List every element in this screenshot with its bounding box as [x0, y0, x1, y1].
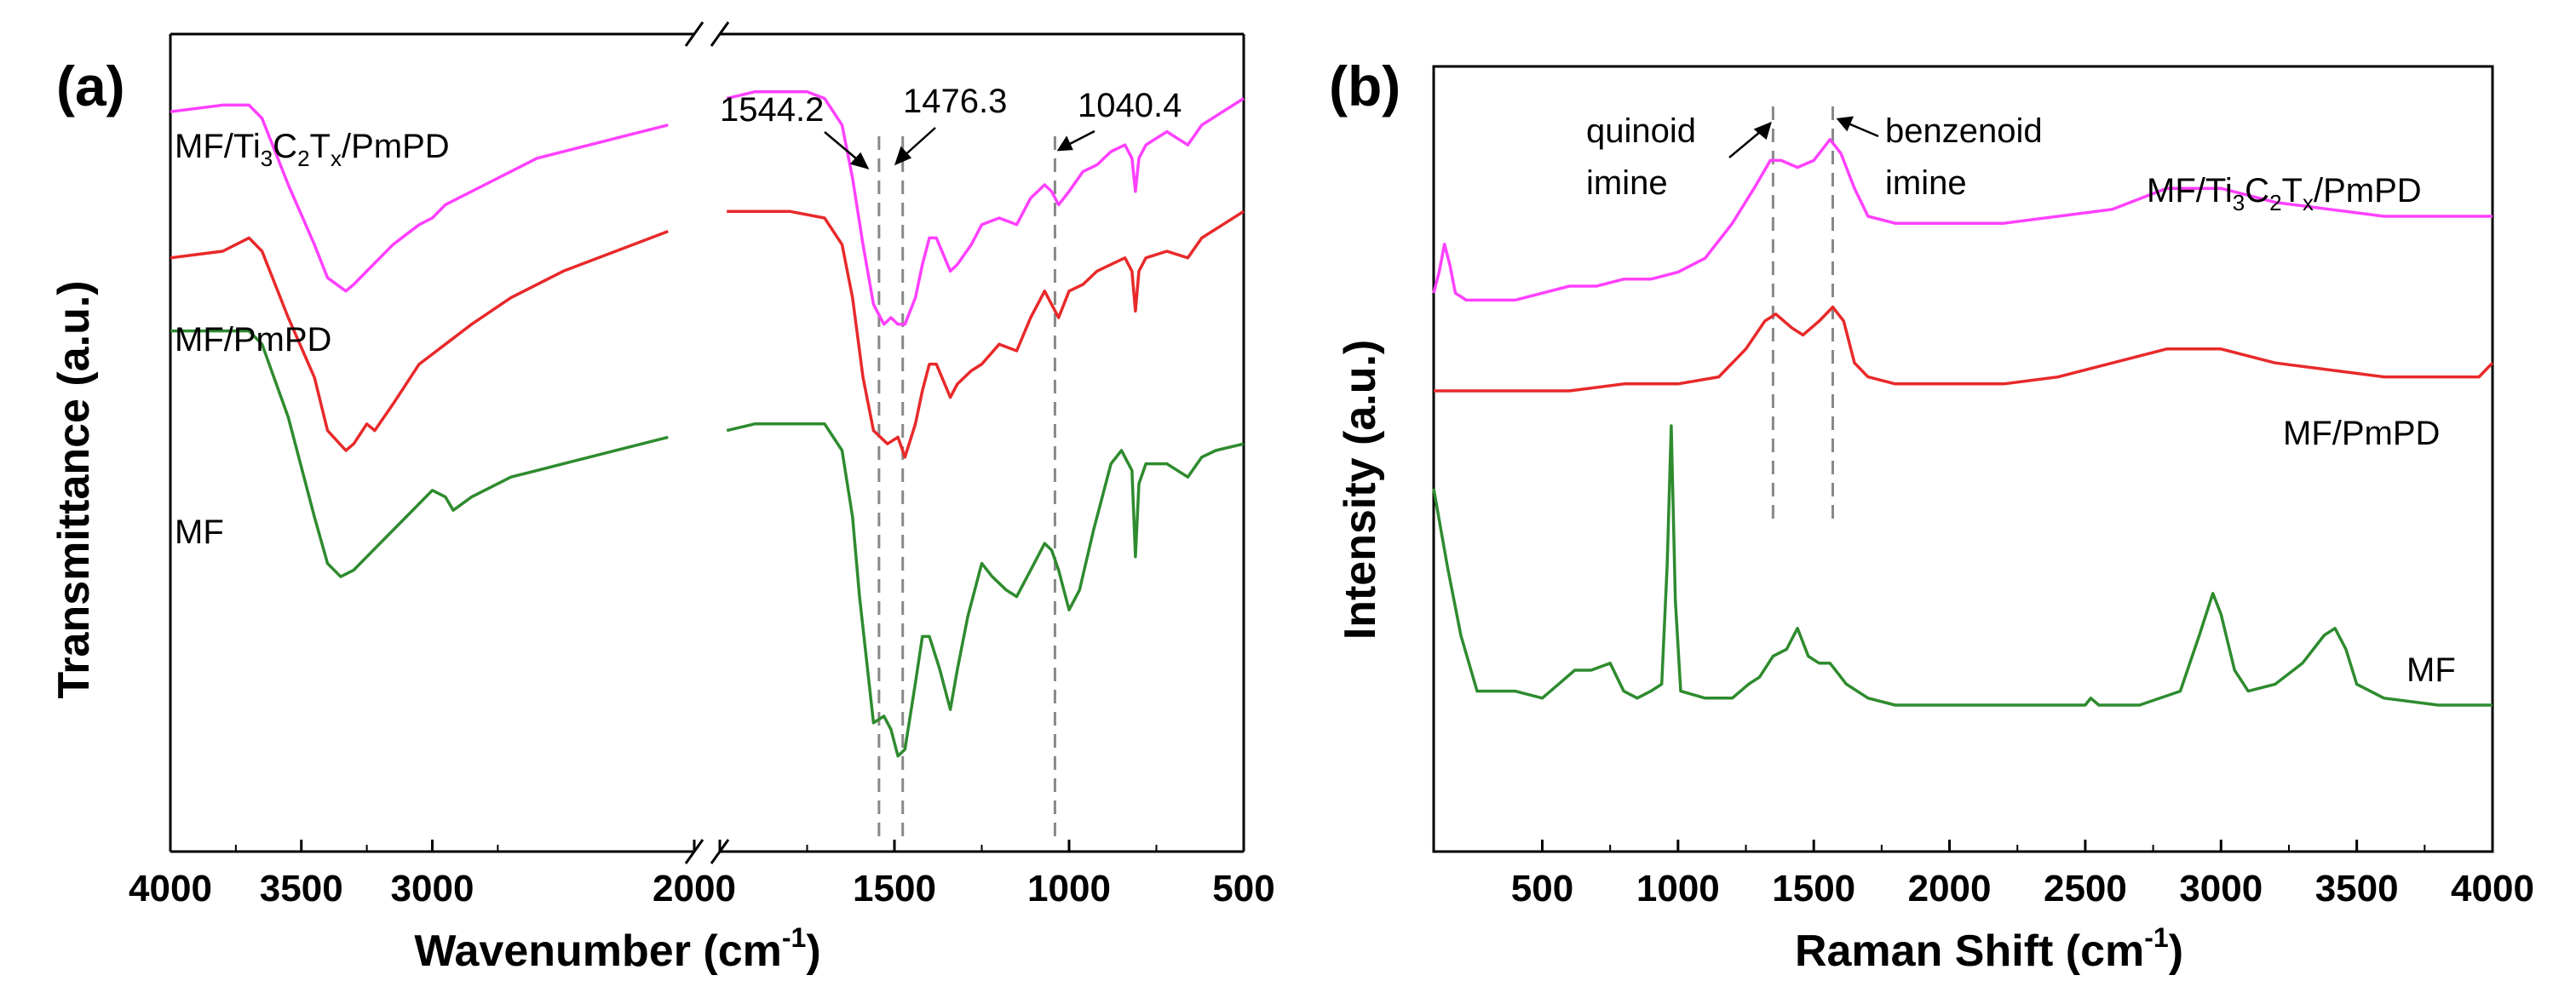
series-label-b-mf-ti3c2tx-pmpd: MF/Ti3C2Tx/PmPD	[2147, 172, 2422, 215]
arrowhead-1476	[894, 146, 912, 166]
panel-label-b: (b)	[1329, 55, 1400, 118]
x-axis-label-b-main: Raman Shift (cm	[1795, 927, 2144, 976]
annotation-quinoid-imine: imine	[1586, 164, 1668, 202]
sl-b-p3: C	[2245, 172, 2269, 209]
x-axis-label-a: Wavenumber (cm-1)	[414, 922, 820, 976]
arrowhead-quinoid	[1753, 121, 1772, 141]
x-axis-label-a-close: )	[806, 927, 820, 976]
sl-a-p3: C	[273, 128, 297, 165]
series-line-a-mf-pmpd-left	[170, 229, 669, 452]
x-ticks-b: 500 1000 1500 2000 2500 3000 3500 4000	[1511, 840, 2534, 909]
x-tick-label-a-2000: 2000	[653, 868, 736, 909]
sl-a-p5: T	[310, 128, 331, 165]
y-axis-label-a: Transmittance (a.u.)	[49, 280, 99, 698]
series-line-a-mf-pmpd-right	[727, 209, 1245, 459]
series-line-a-mf-left	[170, 329, 669, 578]
series-label-a-mf: MF	[175, 513, 224, 551]
sl-a-p2: 3	[261, 146, 273, 171]
chart-a: (a) Transmittance (a.u.) Wavenumber (cm-…	[49, 21, 1275, 976]
series-label-a-mf-ti3c2tx-pmpd: MF/Ti3C2Tx/PmPD	[175, 128, 450, 171]
x-tick-label-b-500: 500	[1511, 868, 1573, 909]
series-label-b-mf: MF	[2406, 651, 2456, 689]
series-line-a-mf-ti3c2tx-pmpd-right	[726, 90, 1245, 326]
x-tick-label-b-1000: 1000	[1636, 868, 1720, 909]
annotation-1544: 1544.2	[720, 91, 824, 129]
axes-frame-b	[1432, 65, 2494, 853]
x-tick-label-b-3500: 3500	[2315, 868, 2399, 909]
y-axis-label-b: Intensity (a.u.)	[1336, 340, 1385, 640]
series-line-b-mf-pmpd	[1434, 305, 2494, 393]
sl-a-p4: 2	[297, 146, 309, 171]
x-axis-label-b-sup: -1	[2144, 922, 2168, 953]
series-label-b-mf-pmpd: MF/PmPD	[2283, 415, 2440, 452]
sl-b-p1: MF/Ti	[2147, 172, 2233, 209]
sl-a-p1: MF/Ti	[175, 128, 261, 165]
annotation-1040: 1040.4	[1078, 87, 1182, 124]
x-tick-label-a-1000: 1000	[1027, 868, 1111, 909]
x-tick-label-a-3500: 3500	[260, 868, 343, 909]
x-tick-label-a-500: 500	[1212, 868, 1274, 909]
peak-guides-a	[877, 136, 1056, 839]
x-axis-label-b-close: )	[2169, 927, 2183, 976]
series-group-a	[170, 90, 1245, 758]
sl-b-p2: 3	[2233, 190, 2245, 215]
x-tick-label-b-4000: 4000	[2451, 868, 2534, 909]
annotation-benzenoid-imine: imine	[1885, 164, 1967, 202]
x-tick-label-a-3000: 3000	[391, 868, 474, 909]
x-axis-label-a-sup: -1	[782, 922, 806, 953]
x-tick-label-b-2000: 2000	[1908, 868, 1992, 909]
series-label-a-mf-pmpd: MF/PmPD	[175, 321, 331, 359]
series-line-b-mf-ti3c2tx-pmpd	[1432, 138, 2493, 302]
sl-b-p7: /PmPD	[2314, 172, 2422, 209]
sl-a-p7: /PmPD	[342, 128, 450, 165]
axis-break-top	[684, 21, 730, 47]
panel-label-a: (a)	[56, 55, 125, 118]
chart-b: (b) Intensity (a.u.) Raman Shift (cm-1) …	[1329, 55, 2534, 976]
x-ticks-a: 4000 3500 3000 2000 1500 1000 500	[129, 840, 1275, 909]
series-line-a-mf-ti3c2tx-pmpd-left	[170, 103, 669, 293]
series-line-b-mf	[1432, 424, 2493, 707]
sl-b-p6: x	[2303, 190, 2314, 215]
x-tick-label-b-3000: 3000	[2179, 868, 2263, 909]
x-axis-label-a-main: Wavenumber (cm	[414, 927, 782, 976]
x-tick-label-a-1500: 1500	[853, 868, 936, 909]
x-axis-label-b: Raman Shift (cm-1)	[1795, 922, 2183, 976]
sl-b-p5: T	[2282, 172, 2303, 209]
annotation-1476: 1476.3	[903, 83, 1007, 120]
x-tick-label-b-2500: 2500	[2044, 868, 2127, 909]
series-line-a-mf-right	[726, 422, 1245, 758]
arrowhead-benzenoid	[1836, 116, 1854, 132]
x-tick-label-a-4000: 4000	[129, 868, 212, 909]
annotation-arrows-b	[1728, 116, 1879, 158]
annotation-arrows-a	[824, 127, 1095, 169]
x-tick-label-b-1500: 1500	[1772, 868, 1855, 909]
sl-b-p4: 2	[2269, 190, 2281, 215]
arrowhead-1544	[849, 152, 870, 169]
sl-a-p6: x	[331, 146, 342, 171]
arrowhead-1040	[1056, 135, 1073, 152]
annotation-benzenoid: benzenoid	[1885, 112, 2043, 150]
annotation-quinoid: quinoid	[1586, 112, 1696, 150]
series-group-b	[1432, 138, 2494, 707]
